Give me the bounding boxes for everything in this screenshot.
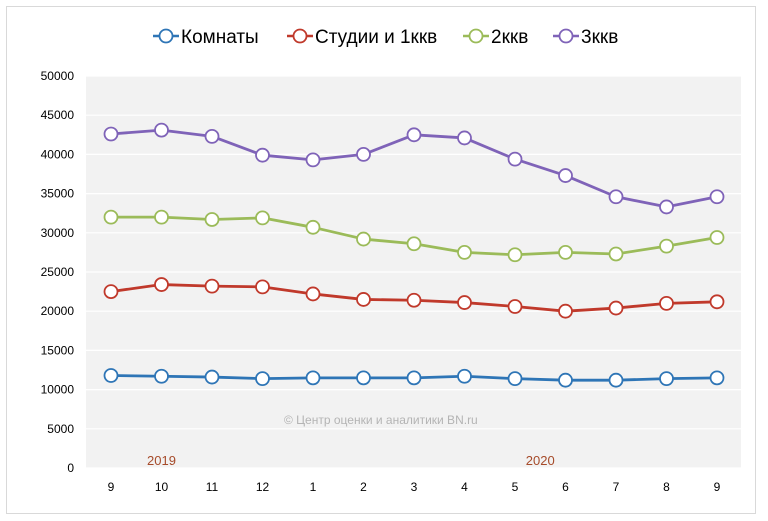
- data-point: [558, 168, 573, 183]
- y-tick-label: 15000: [41, 343, 75, 357]
- x-tick-label: 5: [512, 480, 519, 494]
- data-point: [709, 189, 725, 205]
- legend-label: 2ккв: [491, 27, 528, 48]
- data-point: [659, 199, 674, 215]
- y-tick-label: 10000: [41, 383, 75, 397]
- x-axis-ticks: 9 10 11 12 1 2 3 4 5 6 7 8 9: [108, 480, 721, 494]
- y-tick-label: 30000: [41, 226, 75, 240]
- data-point: [507, 299, 523, 314]
- x-tick-label: 10: [155, 480, 169, 494]
- x-tick-label: 8: [663, 480, 670, 494]
- legend-marker: [468, 28, 484, 44]
- x-tick-label: 9: [714, 480, 721, 494]
- data-point: [255, 147, 270, 163]
- data-point: [608, 372, 624, 388]
- series-group: [103, 122, 725, 388]
- data-point: [406, 127, 422, 143]
- x-tick-label: 7: [613, 480, 620, 494]
- data-point: [305, 370, 321, 386]
- data-point: [709, 294, 725, 310]
- year-labels: 2019 2020: [147, 453, 555, 468]
- data-point: [507, 247, 523, 263]
- legend-label: Студии и 1ккв: [315, 27, 437, 48]
- x-tick-label: 2: [360, 480, 367, 494]
- data-point: [406, 236, 422, 252]
- y-tick-label: 5000: [47, 422, 74, 436]
- data-point: [103, 126, 119, 142]
- data-point: [255, 371, 270, 387]
- y-tick-label: 20000: [41, 304, 75, 318]
- data-point: [103, 368, 119, 383]
- x-tick-label: 6: [562, 480, 569, 494]
- data-point: [406, 292, 422, 308]
- y-tick-label: 25000: [41, 265, 75, 279]
- legend: Комнаты Студии и 1ккв 2ккв 3ккв: [153, 27, 618, 48]
- data-point: [356, 292, 371, 307]
- data-point: [507, 371, 523, 387]
- legend-label: Комнаты: [181, 27, 259, 48]
- data-point: [608, 189, 624, 205]
- data-point: [558, 303, 573, 319]
- legend-marker: [292, 28, 308, 44]
- data-point: [255, 210, 270, 226]
- year-label: 2020: [526, 453, 555, 468]
- y-tick-label: 0: [67, 461, 74, 475]
- data-point: [204, 128, 220, 144]
- data-point: [356, 146, 371, 162]
- data-point: [659, 295, 674, 311]
- x-tick-label: 9: [108, 480, 115, 494]
- x-tick-label: 4: [461, 480, 468, 494]
- data-point: [204, 278, 220, 294]
- data-point: [305, 152, 321, 168]
- legend-marker: [558, 28, 574, 44]
- year-label: 2019: [147, 453, 176, 468]
- grid-lines: [86, 75, 741, 469]
- x-tick-label: 3: [411, 480, 418, 494]
- y-tick-label: 45000: [41, 108, 75, 122]
- data-point: [457, 368, 472, 384]
- y-tick-label: 40000: [41, 147, 75, 161]
- data-point: [608, 246, 624, 262]
- y-axis-ticks: 0 5000 10000 15000 20000 25000 30000 35000 40000…: [41, 69, 75, 475]
- data-point: [659, 371, 674, 387]
- data-point: [154, 368, 169, 384]
- data-point: [356, 231, 371, 247]
- data-point: [204, 212, 220, 227]
- data-point: [457, 130, 472, 146]
- data-point: [507, 151, 523, 167]
- data-point: [154, 277, 169, 292]
- data-point: [356, 370, 371, 386]
- data-point: [457, 295, 472, 310]
- data-point: [608, 300, 624, 316]
- x-tick-label: 12: [256, 480, 270, 494]
- watermark-text: © Центр оценки и аналитики BN.ru: [284, 413, 478, 427]
- data-point: [659, 238, 674, 254]
- data-point: [204, 369, 220, 385]
- x-tick-label: 1: [310, 480, 317, 494]
- data-point: [558, 372, 573, 388]
- legend-marker: [158, 28, 174, 44]
- data-point: [558, 244, 573, 260]
- data-point: [103, 209, 119, 225]
- data-point: [305, 219, 321, 235]
- data-point: [457, 244, 472, 260]
- data-point: [103, 284, 119, 300]
- data-point: [154, 122, 169, 138]
- data-point: [709, 230, 725, 245]
- legend-label: 3ккв: [581, 27, 618, 48]
- data-point: [255, 279, 270, 295]
- data-point: [154, 209, 169, 225]
- y-tick-label: 50000: [41, 69, 75, 83]
- x-tick-label: 11: [206, 480, 219, 494]
- data-point: [406, 370, 422, 386]
- y-tick-label: 35000: [41, 187, 75, 201]
- data-point: [709, 370, 725, 386]
- data-point: [305, 286, 321, 302]
